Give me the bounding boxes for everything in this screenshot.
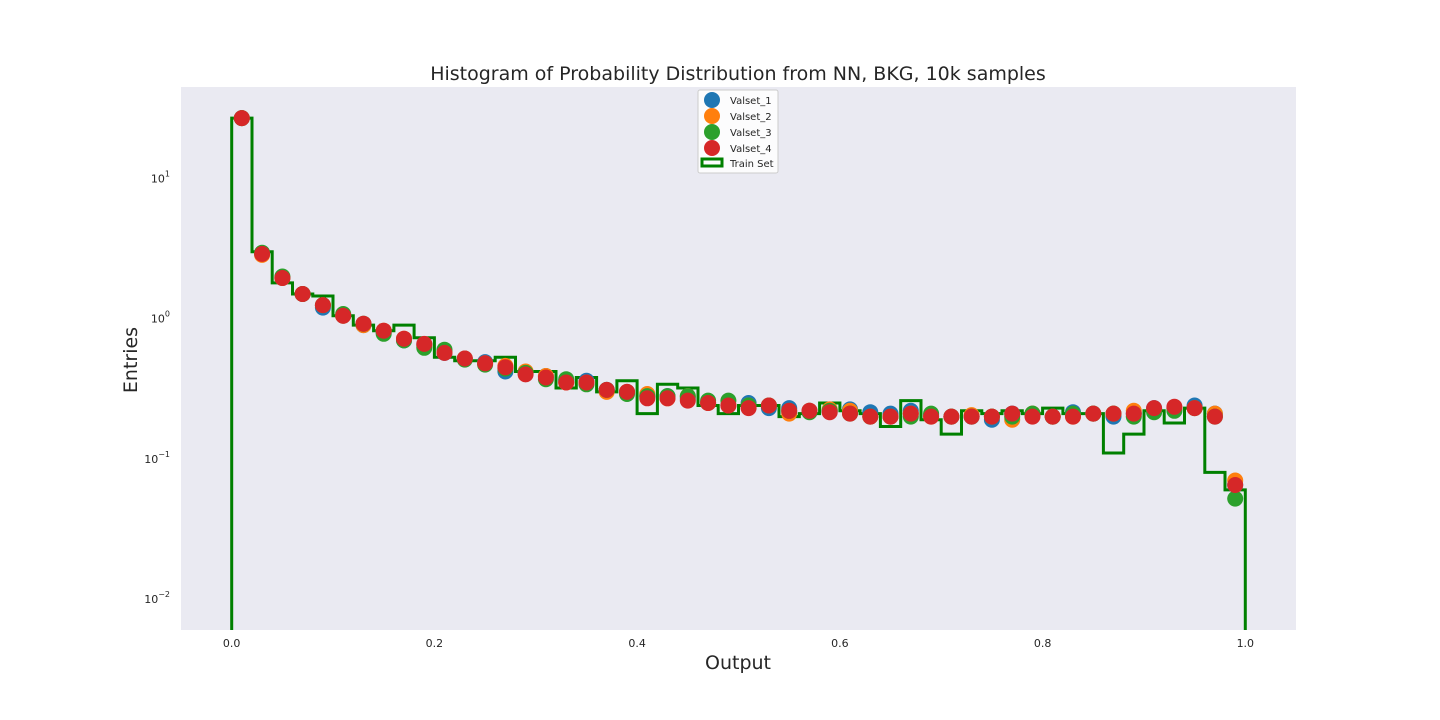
y-tick-label: 10−1: [144, 450, 170, 466]
data-point: [477, 355, 494, 372]
y-tick-labels: 101 100 10−1 10−2: [144, 170, 170, 606]
legend-marker: [704, 140, 720, 156]
legend-label: Valset_3: [730, 128, 772, 139]
series-valset-4: [233, 110, 1244, 493]
data-point: [679, 392, 696, 409]
data-point: [578, 374, 595, 391]
data-point: [1146, 400, 1163, 417]
data-point: [923, 408, 940, 425]
data-point: [619, 383, 635, 400]
x-tick-label: 1.0: [1237, 637, 1255, 650]
plot-area: [181, 87, 1296, 630]
data-point: [1166, 398, 1183, 415]
x-tick-label: 0.4: [628, 637, 646, 650]
data-point: [882, 408, 899, 425]
data-point: [558, 374, 575, 391]
data-point: [355, 315, 372, 332]
data-point: [1227, 477, 1244, 493]
data-point: [375, 322, 392, 339]
data-point: [517, 366, 534, 383]
data-point: [902, 405, 919, 422]
data-point: [639, 390, 656, 407]
x-tick-label: 0.6: [831, 637, 849, 650]
legend-label: Valset_2: [730, 112, 772, 123]
data-point: [1085, 405, 1102, 422]
data-point: [862, 408, 879, 425]
legend: Valset_1 Valset_2 Valset_3 Valset_4 Train Se…: [697, 89, 779, 174]
legend-label: Valset_4: [730, 144, 772, 155]
legend-label: Train Set: [729, 159, 774, 170]
data-point: [314, 297, 331, 314]
x-tick-label: 0.2: [426, 637, 444, 650]
legend-label: Valset_1: [730, 96, 772, 107]
legend-marker: [704, 124, 720, 140]
x-axis-label: Output: [705, 652, 771, 674]
valset-points: [233, 110, 1244, 507]
x-tick-label: 0.8: [1034, 637, 1052, 650]
x-tick-labels: 0.0 0.2 0.4 0.6 0.8 1.0: [223, 637, 1254, 650]
data-point: [1004, 405, 1021, 422]
data-point: [1024, 408, 1041, 425]
data-point: [233, 110, 250, 127]
legend-marker: [700, 157, 724, 168]
x-tick-label: 0.0: [223, 637, 241, 650]
data-point: [963, 408, 980, 425]
legend-marker: [704, 108, 720, 124]
y-axis-label: Entries: [120, 327, 142, 393]
data-point: [781, 402, 798, 419]
data-point: [1186, 400, 1203, 417]
data-point: [396, 330, 412, 347]
data-point: [740, 400, 757, 417]
y-tick-label: 10−2: [144, 590, 170, 606]
data-point: [537, 369, 554, 386]
data-point: [274, 270, 291, 286]
data-point: [1105, 405, 1122, 422]
data-point: [497, 359, 514, 376]
y-tick-label: 101: [151, 170, 170, 186]
data-point: [821, 404, 838, 421]
chart-title: Histogram of Probability Distribution fr…: [430, 63, 1046, 85]
data-point: [456, 350, 473, 367]
data-point: [943, 408, 960, 425]
data-point: [335, 307, 352, 324]
data-point: [294, 286, 311, 302]
legend-marker: [704, 92, 720, 108]
data-point: [1044, 408, 1061, 425]
data-point: [842, 405, 858, 422]
data-point: [801, 402, 818, 419]
data-point: [1206, 408, 1223, 425]
data-point: [1227, 490, 1244, 507]
data-point: [416, 335, 433, 352]
data-point: [436, 344, 453, 361]
data-point: [720, 397, 737, 414]
data-point: [983, 408, 1000, 425]
data-point: [700, 395, 717, 411]
data-point: [760, 397, 777, 414]
data-point: [1125, 405, 1142, 422]
data-point: [254, 245, 271, 262]
data-point: [1065, 408, 1081, 425]
data-point: [598, 381, 615, 398]
y-tick-label: 100: [151, 310, 170, 326]
data-point: [659, 390, 676, 407]
